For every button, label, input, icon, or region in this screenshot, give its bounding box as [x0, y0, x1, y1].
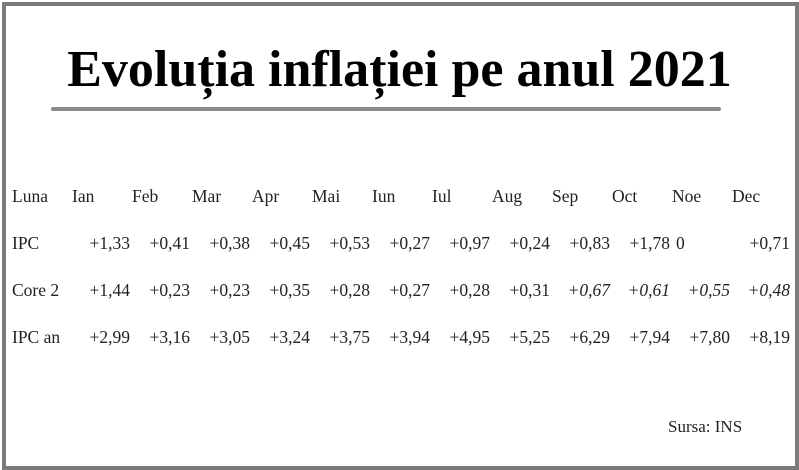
table-row-ipc-an: IPC an +2,99 +3,16 +3,05 +3,24 +3,75 +3,… — [12, 314, 792, 361]
table-cell: +0,27 — [389, 233, 431, 253]
table-cell: +5,25 — [509, 327, 551, 347]
month-header: Ian — [72, 186, 95, 206]
table-cell: +3,75 — [329, 327, 371, 347]
table-row-core2: Core 2 +1,44 +0,23 +0,23 +0,35 +0,28 +0,… — [12, 267, 792, 314]
table-cell: +3,16 — [149, 327, 191, 347]
table-cell: +0,23 — [209, 280, 251, 300]
header-label-luna: Luna — [12, 186, 48, 206]
table-cell: +0,31 — [509, 280, 551, 300]
table-cell: +7,94 — [629, 327, 671, 347]
table-row-ipc: IPC +1,33 +0,41 +0,38 +0,45 +0,53 +0,27 … — [12, 220, 792, 267]
table-cell: +0,67 — [567, 280, 610, 300]
table-cell: +1,78 — [629, 233, 671, 253]
table-cell: +0,24 — [509, 233, 551, 253]
month-header: Oct — [612, 186, 638, 206]
table-cell: +0,41 — [149, 233, 191, 253]
table-cell: +0,71 — [749, 233, 791, 253]
table-cell: +2,99 — [89, 327, 131, 347]
month-header: Sep — [552, 186, 579, 206]
table-cell: +0,27 — [389, 280, 431, 300]
page-title: Evoluția inflației pe anul 2021 — [67, 41, 732, 98]
table-header-row: Luna Ian Feb Mar Apr Mai Iun Iul Aug Sep… — [12, 173, 792, 220]
table-cell: 0 — [676, 233, 685, 253]
month-header: Mar — [192, 186, 222, 206]
table-cell: +4,95 — [449, 327, 491, 347]
table-cell: +1,33 — [89, 233, 131, 253]
table-cell: +0,97 — [449, 233, 491, 253]
table-cell: +0,83 — [569, 233, 611, 253]
table-cell: +0,23 — [149, 280, 191, 300]
table-cell: +0,38 — [209, 233, 251, 253]
table-cell: +8,19 — [749, 327, 791, 347]
table-cell: +0,28 — [449, 280, 491, 300]
table-cell: +0,48 — [747, 280, 790, 300]
table-cell: +0,45 — [269, 233, 311, 253]
row-label: Core 2 — [12, 280, 60, 300]
table-cell: +0,61 — [627, 280, 670, 300]
table-cell: +1,44 — [89, 280, 131, 300]
table-cell: +7,80 — [689, 327, 731, 347]
table-cell: +3,24 — [269, 327, 311, 347]
inflation-table: Luna Ian Feb Mar Apr Mai Iun Iul Aug Sep… — [12, 173, 792, 361]
month-header: Iun — [372, 186, 396, 206]
table-cell: +0,35 — [269, 280, 311, 300]
table-cell: +3,05 — [209, 327, 251, 347]
row-label: IPC — [12, 233, 40, 253]
month-header: Mai — [312, 186, 341, 206]
table-cell: +0,28 — [329, 280, 371, 300]
month-header: Iul — [432, 186, 452, 206]
table-cell: +6,29 — [569, 327, 611, 347]
source-note: Sursa: INS — [668, 417, 743, 436]
table-cell: +0,53 — [329, 233, 371, 253]
month-header: Aug — [492, 186, 523, 206]
month-header: Noe — [672, 186, 702, 206]
month-header: Dec — [732, 186, 761, 206]
month-header: Feb — [132, 186, 159, 206]
month-header: Apr — [252, 186, 280, 206]
row-label: IPC an — [12, 327, 61, 347]
table-cell: +3,94 — [389, 327, 431, 347]
title-underline — [51, 107, 721, 111]
table-cell: +0,55 — [687, 280, 730, 300]
